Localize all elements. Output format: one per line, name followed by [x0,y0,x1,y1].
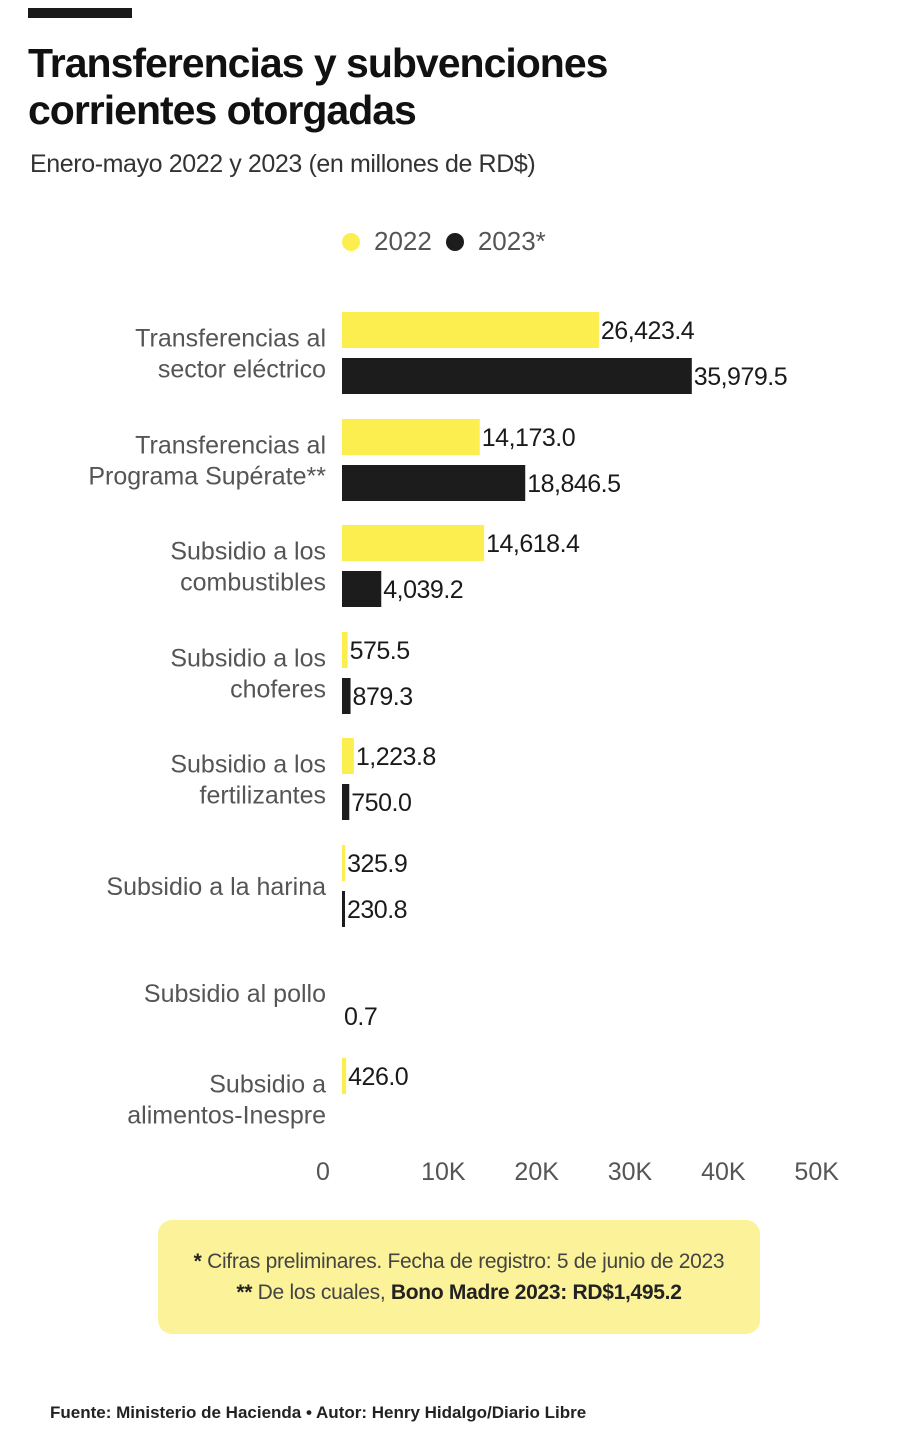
legend: 2022 2023* [342,226,560,257]
category-label: Programa Supérate** [88,463,326,491]
data-label-2023-0: 35,979.5 [694,363,787,391]
data-label-2022-3: 575.5 [350,637,410,665]
legend-label-2023: 2023* [477,226,546,256]
data-label-2023-3: 879.3 [353,683,413,711]
category-label: Transferencias al [135,325,326,353]
footnote-1-mark: * [193,1250,202,1273]
x-tick-label: 50K [794,1158,839,1186]
legend-label-2022: 2022 [374,226,432,256]
data-label-2022-7: 426.0 [348,1063,408,1091]
category-label: fertilizantes [200,782,326,810]
x-tick-label: 0 [316,1158,330,1186]
footnote-box: * Cifras preliminares. Fecha de registro… [158,1220,760,1334]
bar-2023-5 [342,891,345,927]
x-tick-label: 20K [514,1158,559,1186]
data-label-2023-1: 18,846.5 [527,470,620,498]
category-label: Transferencias al [135,432,326,460]
bar-2023-1 [342,465,526,501]
bar-2022-2 [342,525,485,561]
bar-2022-3 [342,632,348,668]
bar-chart: Transferencias al sector eléctrico 26,423.… [88,312,839,1186]
bar-2023-4 [342,784,350,820]
footnote-2-mark: ** [236,1281,253,1304]
category-label: Subsidio a los [170,751,326,779]
bar-2022-7 [342,1058,347,1094]
category-label: combustibles [180,569,326,597]
x-tick-label: 40K [701,1158,746,1186]
footnote-1-text: Cifras preliminares. Fecha de registro: … [201,1250,725,1273]
category-label: Subsidio a la harina [106,873,326,901]
legend-item-2023: 2023* [445,226,546,257]
bar-2023-2 [342,571,382,607]
footnote-1: * Cifras preliminares. Fecha de registro… [194,1246,725,1277]
bar-2022-4 [342,738,354,774]
category-label: alimentos-Inespre [127,1102,326,1130]
category-label: choferes [230,676,326,704]
bar-2022-5 [342,845,346,881]
footnote-2-text: De los cuales, [252,1281,391,1304]
category-label: sector eléctrico [158,356,326,384]
bar-2022-1 [342,419,480,455]
data-label-2022-4: 1,223.8 [356,743,436,771]
bar-2023-3 [342,678,351,714]
x-tick-label: 10K [421,1158,466,1186]
category-label: Subsidio a [209,1071,326,1099]
x-tick-label: 30K [608,1158,653,1186]
chart-title: Transferencias y subvenciones corrientes… [28,40,888,134]
legend-dot-2023 [445,232,464,251]
bar-2023-0 [342,358,692,394]
footnote-2-bold: Bono Madre 2023: RD$1,495.2 [390,1281,682,1304]
category-label: Subsidio a los [170,538,326,566]
legend-dot-2022 [342,232,360,251]
source-credit: Fuente: Ministerio de Hacienda • Autor: … [50,1403,587,1422]
category-label: Subsidio a los [170,645,326,673]
bar-2022-0 [342,312,599,348]
footnote-2: ** De los cuales, Bono Madre 2023: RD$1,… [236,1277,682,1308]
data-label-2022-1: 14,173.0 [482,424,575,452]
data-label-2023-6: 0.7 [344,1003,377,1031]
chart-title-line-2: corrientes otorgadas [28,87,417,133]
top-rule [28,8,132,18]
chart-subtitle: Enero-mayo 2022 y 2023 (en millones de R… [30,150,536,178]
data-label-2022-5: 325.9 [347,850,407,878]
category-label: Subsidio al pollo [144,980,326,1008]
data-label-2023-5: 230.8 [347,896,407,924]
chart-title-line-1: Transferencias y subvenciones [28,40,608,86]
data-label-2023-2: 4,039.2 [383,576,463,604]
data-label-2022-0: 26,423.4 [601,317,695,345]
legend-item-2022: 2022 [342,226,432,257]
data-label-2022-2: 14,618.4 [486,530,580,558]
data-label-2023-4: 750.0 [351,789,411,817]
